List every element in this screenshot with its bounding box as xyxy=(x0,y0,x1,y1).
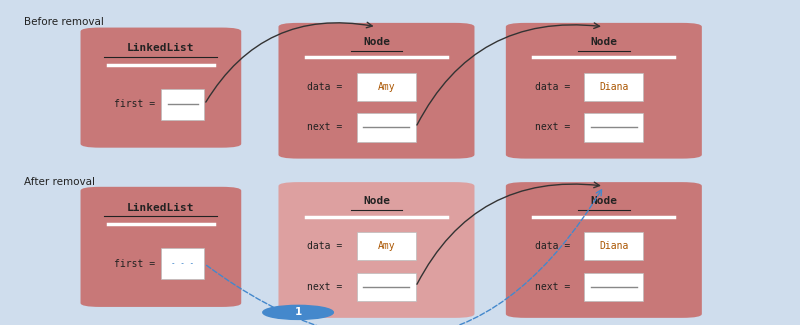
FancyBboxPatch shape xyxy=(278,182,474,318)
Text: LinkedList: LinkedList xyxy=(127,43,194,53)
FancyBboxPatch shape xyxy=(81,28,242,148)
Text: next =: next = xyxy=(535,123,570,133)
Text: first =: first = xyxy=(114,259,155,269)
FancyBboxPatch shape xyxy=(81,187,242,307)
Bar xyxy=(357,72,416,101)
Text: 1: 1 xyxy=(294,307,302,318)
Text: data =: data = xyxy=(307,82,342,92)
FancyBboxPatch shape xyxy=(278,23,474,159)
Text: Diana: Diana xyxy=(599,241,628,251)
Bar xyxy=(357,273,416,301)
FancyBboxPatch shape xyxy=(506,23,702,159)
Text: Before removal: Before removal xyxy=(24,18,103,27)
Text: data =: data = xyxy=(535,241,570,251)
Text: Amy: Amy xyxy=(378,241,395,251)
Text: LinkedList: LinkedList xyxy=(127,202,194,213)
Text: Diana: Diana xyxy=(599,82,628,92)
Bar xyxy=(584,113,643,141)
Bar xyxy=(584,273,643,301)
Bar xyxy=(162,248,204,279)
Text: Node: Node xyxy=(590,37,618,47)
Text: next =: next = xyxy=(307,282,342,292)
Text: - - -: - - - xyxy=(171,259,194,268)
Text: After removal: After removal xyxy=(24,177,94,187)
Text: first =: first = xyxy=(114,99,155,110)
Text: data =: data = xyxy=(307,241,342,251)
Bar xyxy=(584,232,643,260)
Bar xyxy=(162,89,204,120)
Circle shape xyxy=(262,306,334,319)
Text: Node: Node xyxy=(363,37,390,47)
Text: Node: Node xyxy=(363,196,390,206)
FancyBboxPatch shape xyxy=(506,182,702,318)
Bar xyxy=(357,113,416,141)
Text: next =: next = xyxy=(307,123,342,133)
Bar xyxy=(584,72,643,101)
Text: data =: data = xyxy=(535,82,570,92)
Text: Amy: Amy xyxy=(378,82,395,92)
Bar xyxy=(357,232,416,260)
Text: Node: Node xyxy=(590,196,618,206)
Text: next =: next = xyxy=(535,282,570,292)
